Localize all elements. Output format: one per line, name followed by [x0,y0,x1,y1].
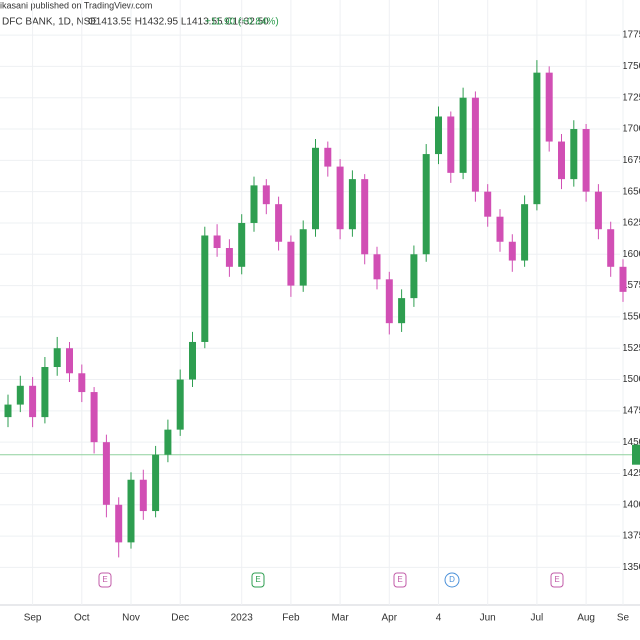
x-tick-label: Jul [531,613,544,624]
x-tick-label: 4 [436,613,442,624]
candle-body [570,129,578,180]
event-marker [98,572,112,588]
x-tick-label: Jun [480,613,496,624]
event-marker [444,572,460,588]
candle-body [312,147,319,230]
candle-body [66,348,73,374]
candle-body [250,185,258,223]
x-tick-label: Mar [331,613,349,624]
y-tick-label: 1725 [622,92,640,103]
candle-body [496,216,504,242]
event-marker [550,572,564,588]
y-tick-label: 1650 [622,186,640,197]
event-label: E [255,575,260,584]
candle-body [213,235,221,249]
candle-body [373,254,381,280]
candle-body [361,179,369,255]
candle-body [102,442,110,505]
x-tick-label: Nov [122,613,140,624]
y-tick-label: 1400 [622,499,640,510]
publisher: ikasani published on TradingView.com [0,0,152,10]
candle-body [41,367,49,418]
candle-body [398,298,406,324]
x-tick-label: Apr [382,613,398,624]
event-label: D [449,575,455,584]
y-tick-label: 1425 [622,468,640,479]
candle-body [558,141,565,180]
candle-body [127,479,135,543]
candle-body [238,222,246,267]
y-tick-label: 1700 [622,124,640,135]
candle-body [152,454,160,512]
y-tick-label: 1625 [622,218,640,229]
candle-body [29,385,37,418]
y-tick-label: 1675 [622,155,640,166]
candle-body [459,97,467,173]
candle-body [164,429,172,455]
candle-body [299,229,307,286]
y-tick-label: 1750 [622,61,640,72]
candle-body [275,204,283,242]
event-label: E [397,575,402,584]
candle-body [115,504,123,543]
candle-body [53,348,61,368]
x-tick-label: Sep [24,613,42,624]
x-tick-label: Dec [171,613,189,624]
candle-body [545,72,553,142]
x-tick-label: 2023 [231,613,254,624]
x-tick-label: Aug [577,613,595,624]
candle-body [336,166,344,230]
candle-body [410,254,418,299]
candle-body [521,204,529,261]
candle-body [16,385,24,405]
y-tick-label: 1500 [622,374,640,385]
y-tick-label: 1450 [622,437,640,448]
y-tick-label: 1775 [622,30,640,41]
candle-body [447,116,455,173]
candle-body [4,404,12,418]
x-tick-label: Oct [74,613,90,624]
event-label: E [102,575,107,584]
y-tick-label: 1575 [622,280,640,291]
event-marker [251,572,265,588]
chart-title: DFC BANK, 1D, NSE [2,17,97,28]
price-tag [632,444,640,465]
candle-body [484,191,492,217]
candle-body [619,266,627,292]
ohlc: O1413.55 H1432.95 L1413.55 C1432.50 [88,17,269,28]
y-tick-label: 1350 [622,562,640,573]
candle-body [435,116,442,155]
candle-body [471,97,479,192]
candle-body [422,154,430,255]
candle-body [385,279,393,324]
candle-body [176,379,184,430]
event-label: E [554,575,559,584]
candle-body [607,229,615,267]
x-tick-label: Se [617,613,630,624]
y-tick-label: 1525 [622,343,640,354]
candle-body [262,185,270,205]
candle-body [508,241,516,261]
candle-body [78,373,86,393]
candle-body [139,479,147,512]
candle-body [533,72,541,205]
candle-body [582,129,590,192]
candle-body [201,235,209,342]
y-tick-label: 1375 [622,531,640,542]
candle-body [90,392,98,443]
candle-body [348,179,356,230]
y-tick-label: 1550 [622,312,640,323]
candle-body [225,248,233,267]
candle-body [287,241,295,286]
candle-body [594,191,602,230]
x-tick-label: Feb [282,613,300,624]
y-tick-label: 1600 [622,249,640,260]
candle-body [189,341,196,380]
candle-body [324,147,332,167]
y-tick-label: 1475 [622,405,640,416]
event-marker [393,572,407,588]
